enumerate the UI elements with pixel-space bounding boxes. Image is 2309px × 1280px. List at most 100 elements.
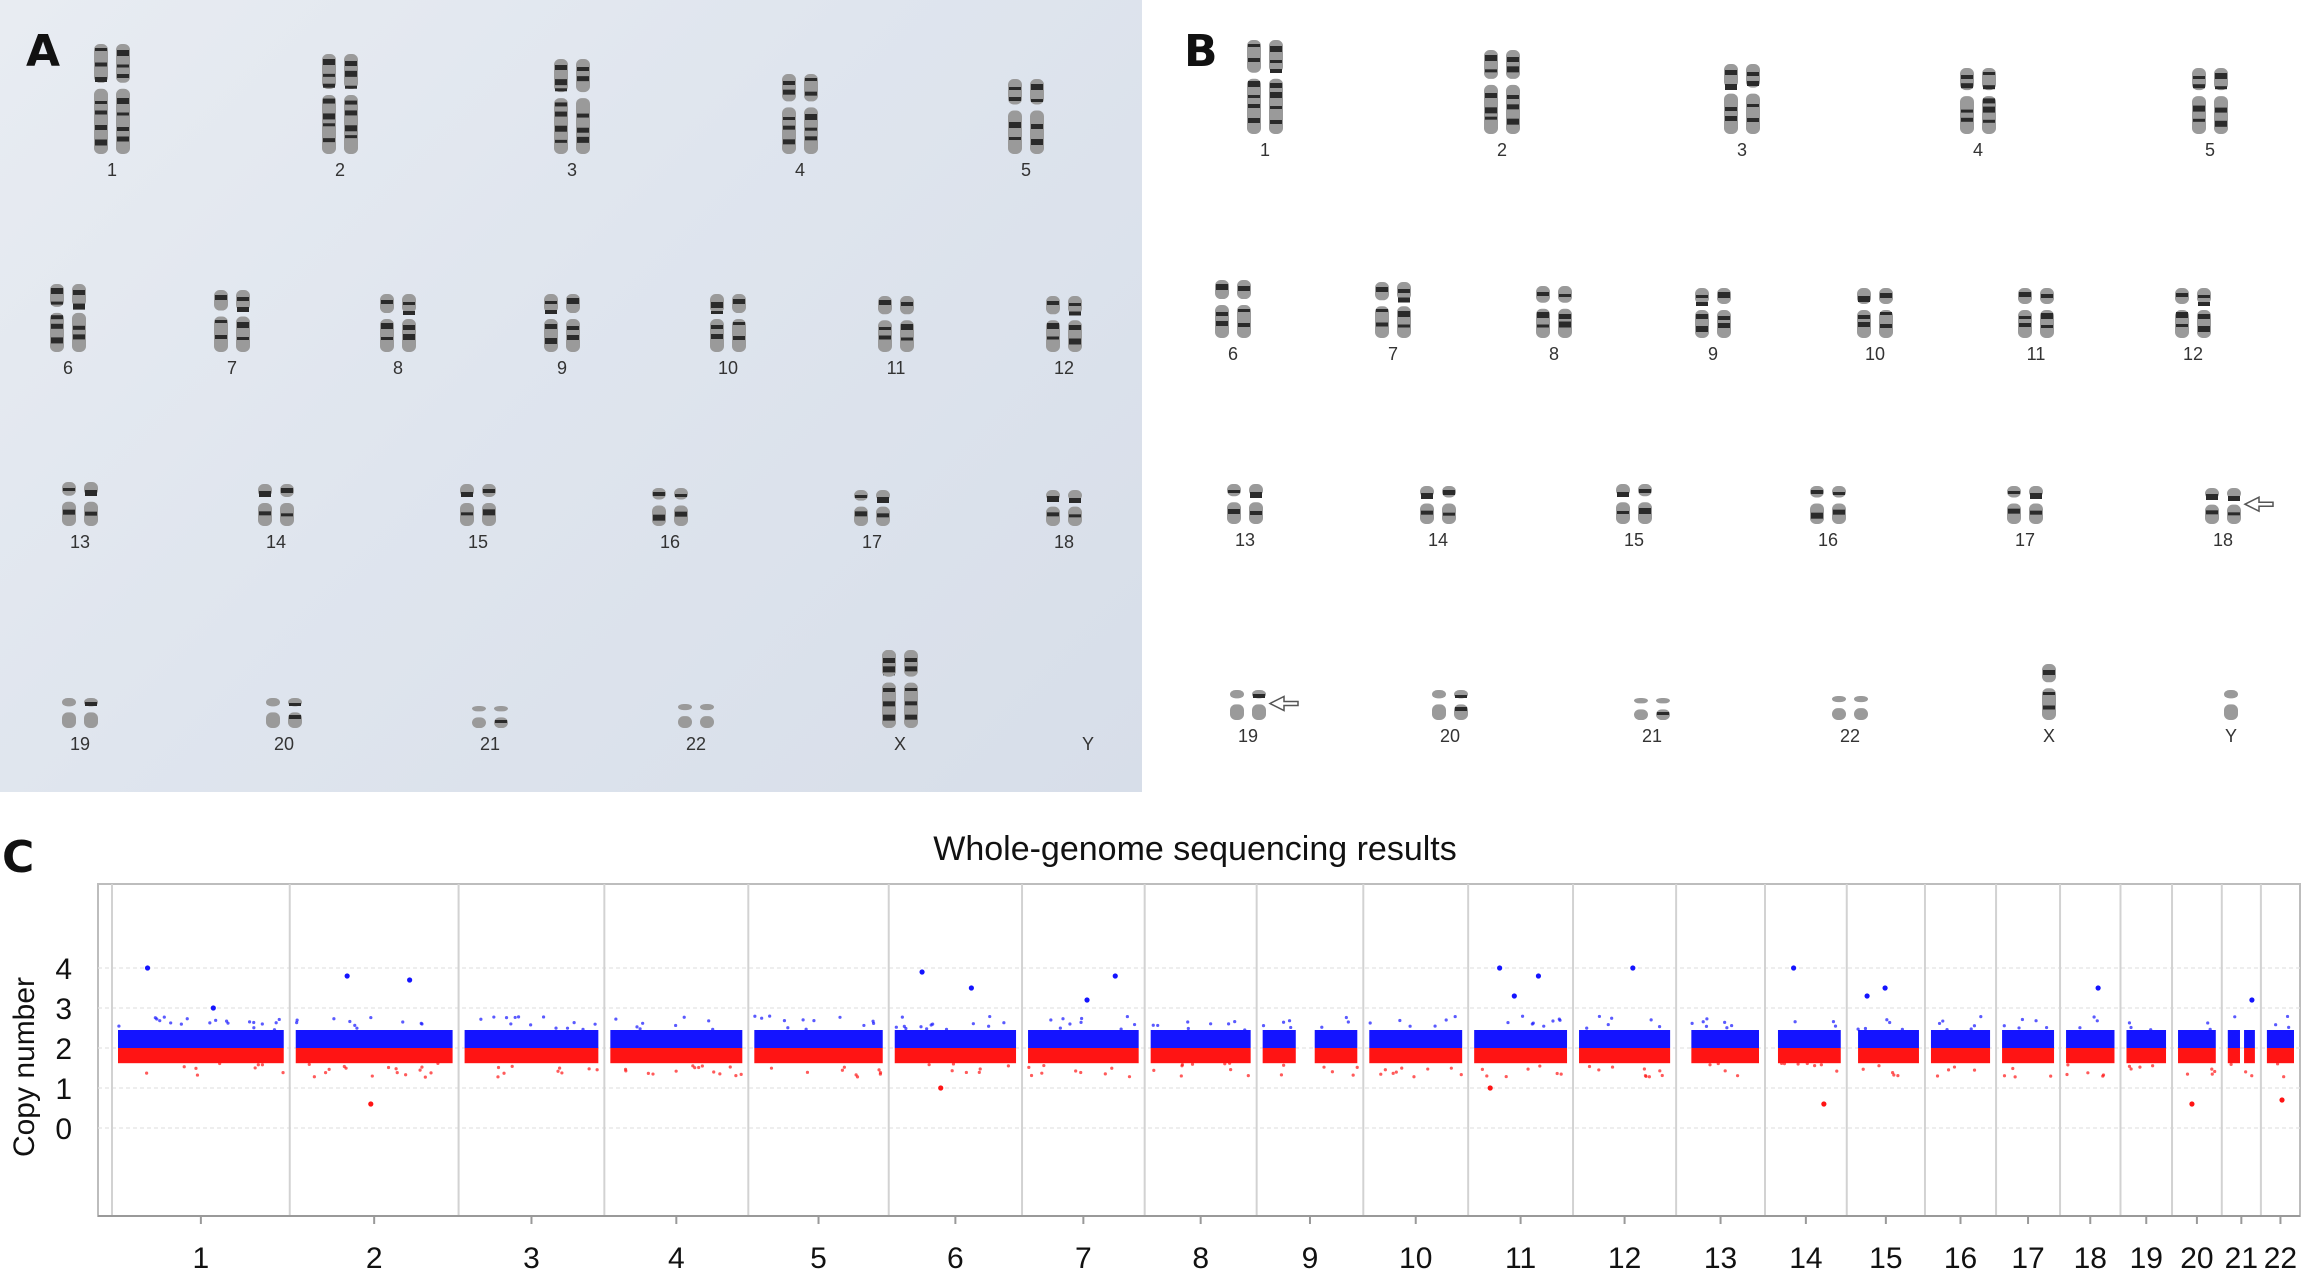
- scatter-point: [1937, 1021, 1942, 1026]
- chromosome-pair-21: [472, 706, 508, 728]
- scatter-point: [185, 1017, 189, 1021]
- scatter-point: [429, 1071, 433, 1075]
- scatter-point: [805, 1070, 810, 1074]
- red-density-band: [1474, 1048, 1568, 1064]
- scatter-point: [769, 1066, 774, 1070]
- scatter-point: [1520, 1014, 1525, 1018]
- scatter-point: [1716, 1061, 1720, 1066]
- scatter-point: [1705, 1017, 1709, 1021]
- chromosome-label-8: 8: [1549, 344, 1559, 364]
- chromosome-pair-18: [1046, 490, 1082, 526]
- x-tick-label: 2: [366, 1242, 383, 1275]
- scatter-point: [1412, 1075, 1416, 1079]
- scatter-point: [2229, 1062, 2233, 1066]
- scatter-point: [1892, 1073, 1896, 1077]
- y-tick-label: 1: [55, 1073, 72, 1106]
- chromosome-label-16: 16: [660, 532, 680, 552]
- scatter-point: [674, 1069, 678, 1073]
- scatter-point: [158, 1019, 162, 1023]
- chromosome-segment-17: [2002, 1017, 2055, 1079]
- chromosome-segment-12: [1579, 1014, 1671, 1079]
- scatter-point: [2127, 1064, 2132, 1069]
- outlier-point: [1864, 993, 1870, 999]
- scatter-point: [2149, 1028, 2153, 1032]
- scatter-point: [1555, 1071, 1559, 1076]
- scatter-point: [1796, 1062, 1800, 1066]
- scatter-point: [1835, 1069, 1839, 1073]
- scatter-point: [925, 1027, 929, 1031]
- chromosome-pair-X: [2042, 664, 2056, 720]
- red-density-band: [1858, 1048, 1919, 1064]
- scatter-point: [1819, 1063, 1823, 1067]
- scatter-point: [1125, 1014, 1129, 1019]
- scatter-point: [2011, 1066, 2015, 1071]
- scatter-point: [1408, 1024, 1412, 1028]
- scatter-point: [1068, 1022, 1072, 1026]
- chromosome-pair-22: [1832, 696, 1868, 720]
- scatter-point: [951, 1062, 956, 1066]
- scatter-point: [1246, 1073, 1250, 1078]
- scatter-point: [2250, 1074, 2254, 1078]
- chromosome-label-16: 16: [1818, 530, 1838, 550]
- scatter-point: [194, 1066, 198, 1070]
- scatter-point: [1587, 1064, 1592, 1069]
- chromosome-label-5: 5: [1021, 160, 1031, 180]
- blue-density-band: [1579, 1030, 1671, 1048]
- scatter-point: [1969, 1027, 1973, 1031]
- chromosome-pair-2: [1484, 50, 1520, 134]
- scatter-point: [1861, 1067, 1865, 1071]
- chromosome-segment-1: [117, 1015, 285, 1077]
- red-density-band: [1314, 1048, 1358, 1064]
- scatter-point: [651, 1072, 655, 1076]
- chromosome-label-X: X: [2043, 726, 2055, 746]
- scatter-point: [1110, 1066, 1114, 1070]
- chromosome-segment-9: [1261, 1015, 1359, 1077]
- blue-density-band: [1314, 1030, 1358, 1048]
- scatter-point: [1279, 1073, 1284, 1077]
- scatter-point: [786, 1026, 790, 1030]
- scatter-point: [1979, 1015, 1983, 1019]
- x-tick-label: 17: [2011, 1242, 2044, 1275]
- blue-density-band: [2244, 1030, 2255, 1048]
- scatter-point: [182, 1065, 186, 1069]
- scatter-point: [1394, 1070, 1398, 1074]
- x-tick-label: 3: [523, 1242, 540, 1275]
- red-density-band: [1691, 1048, 1759, 1064]
- scatter-point: [355, 1026, 359, 1030]
- blue-density-band: [1858, 1030, 1919, 1048]
- scatter-point: [1179, 1074, 1183, 1078]
- scatter-point: [369, 1015, 373, 1020]
- chromosome-label-Y: Y: [2225, 726, 2237, 746]
- scatter-point: [179, 1022, 183, 1026]
- chromosome-label-13: 13: [1235, 530, 1255, 550]
- outlier-point: [919, 969, 925, 975]
- scatter-point: [1426, 1067, 1430, 1071]
- scatter-point: [1152, 1068, 1156, 1072]
- chromosome-segment-20: [2178, 1021, 2217, 1076]
- chromosome-label-22: 22: [686, 734, 706, 754]
- chromosome-segment-2: [295, 1015, 453, 1079]
- scatter-point: [420, 1065, 424, 1069]
- scatter-point: [1226, 1022, 1231, 1026]
- scatter-point: [2213, 1069, 2217, 1074]
- y-tick-label: 4: [55, 953, 72, 986]
- chromosome-label-9: 9: [1708, 344, 1718, 364]
- scatter-point: [812, 1019, 816, 1023]
- scatter-point: [1642, 1067, 1646, 1071]
- scatter-point: [1863, 1026, 1868, 1031]
- scatter-point: [871, 1019, 875, 1023]
- scatter-point: [1704, 1024, 1709, 1028]
- scatter-point: [2086, 1071, 2090, 1075]
- red-density-band: [464, 1048, 599, 1064]
- scatter-point: [2287, 1025, 2291, 1029]
- scatter-point: [353, 1023, 357, 1027]
- scatter-point: [496, 1065, 501, 1070]
- scatter-point: [145, 1071, 149, 1075]
- scatter-point: [1952, 1065, 1957, 1069]
- scatter-point: [295, 1021, 299, 1025]
- chromosome-pair-15: [460, 484, 496, 526]
- scatter-point: [513, 1015, 517, 1020]
- chromosome-pair-14: [258, 484, 294, 526]
